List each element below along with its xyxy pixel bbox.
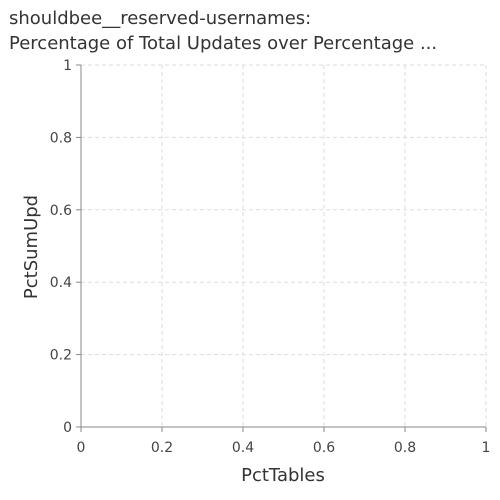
y-tick-label: 0.4: [50, 275, 72, 291]
x-tick-label: 0: [77, 440, 86, 456]
y-tick-label: 0.2: [50, 348, 72, 364]
y-tick-label: 0: [63, 420, 72, 436]
y-tick-labels: 0 0.2 0.4 0.6 0.8 1: [50, 58, 72, 436]
x-axis-label: PctTables: [241, 465, 325, 486]
y-tick-label: 0.8: [50, 130, 72, 146]
x-tick-label: 0.4: [232, 440, 254, 456]
axis-layer: [76, 64, 487, 432]
chart-title-line-1: shouldbee__reserved-usernames:: [9, 8, 312, 29]
x-tick-label: 1: [482, 440, 491, 456]
y-tick-label: 1: [63, 58, 72, 74]
y-axis-label: PctSumUpd: [21, 195, 42, 299]
x-tick-label: 0.6: [313, 440, 335, 456]
chart-title: shouldbee__reserved-usernames: Percentag…: [9, 6, 497, 56]
grid-layer: [80, 64, 487, 428]
x-tick-labels: 0 0.2 0.4 0.6 0.8 1: [77, 440, 491, 456]
chart-title-line-2: Percentage of Total Updates over Percent…: [9, 33, 438, 54]
y-tick-label: 0.6: [50, 203, 72, 219]
x-tick-label: 0.2: [151, 440, 173, 456]
x-tick-label: 0.8: [394, 440, 416, 456]
